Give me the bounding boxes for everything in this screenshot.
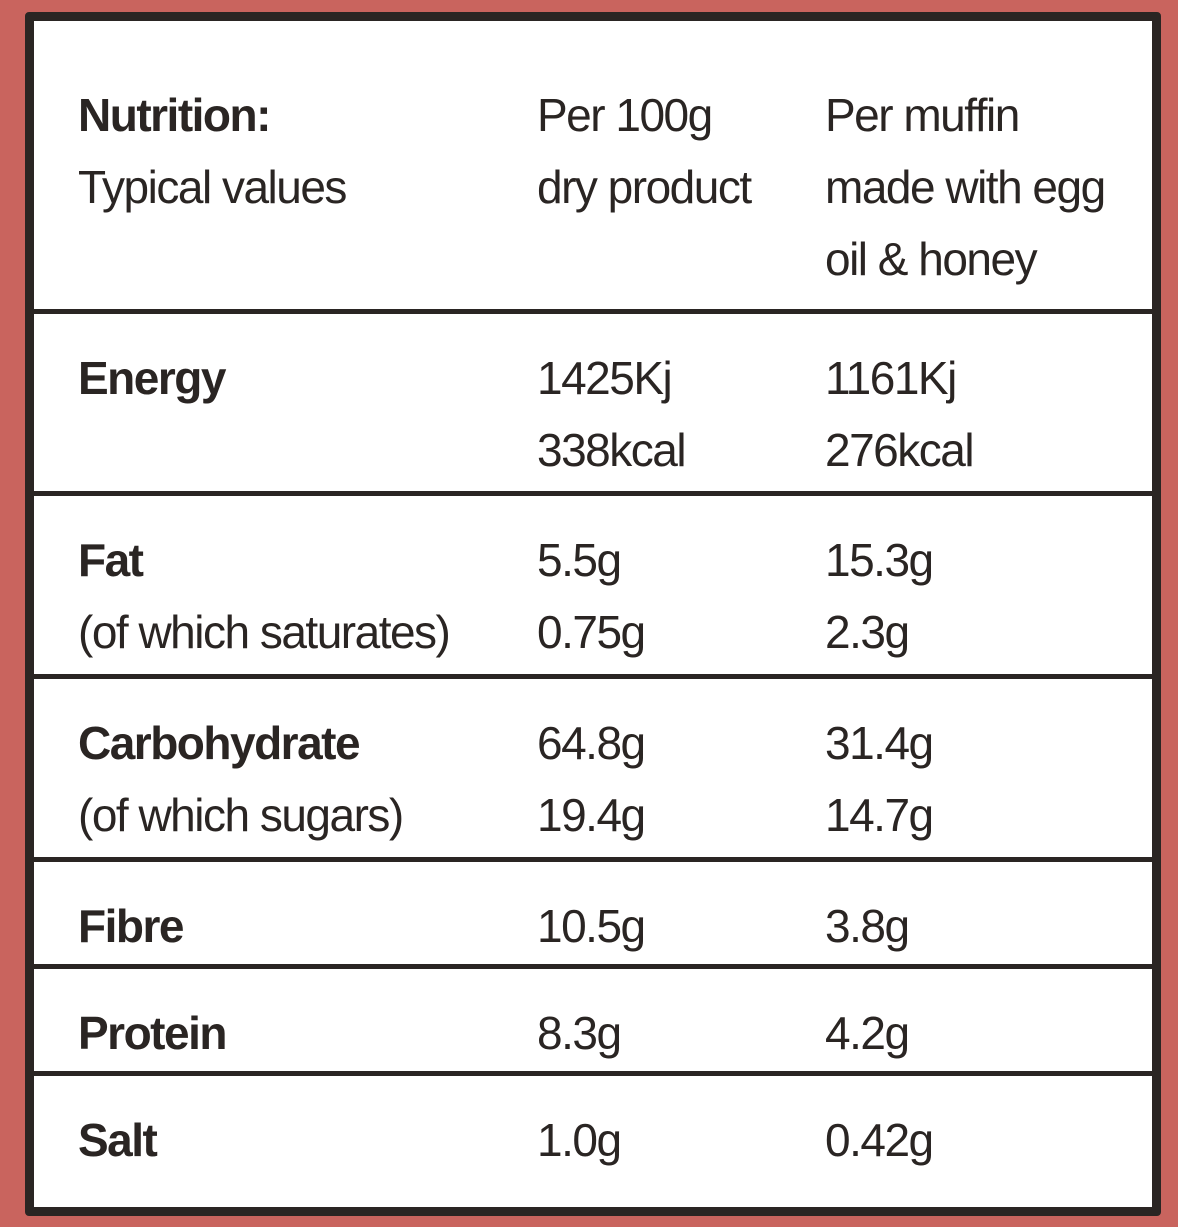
nutrient-sublabel: (of which sugars) bbox=[78, 789, 404, 841]
value: 0.42g bbox=[825, 1114, 934, 1166]
value-cell: 1.0g bbox=[537, 1104, 825, 1205]
value: 4.2g bbox=[825, 1007, 910, 1059]
value: 0.75g bbox=[537, 606, 646, 658]
nutrient-label: Energy bbox=[78, 352, 226, 404]
nutrient-label: Carbohydrate bbox=[78, 717, 361, 769]
value: 8.3g bbox=[537, 1007, 622, 1059]
nutrient-row: Protein 8.3g 4.2g bbox=[34, 969, 1152, 1076]
value: 19.4g bbox=[537, 789, 646, 841]
value: 2.3g bbox=[825, 606, 910, 658]
value: 1425Kj bbox=[537, 352, 673, 404]
column-header-line: Per muffin bbox=[825, 89, 1020, 141]
title: Nutrition: bbox=[78, 89, 271, 141]
value-cell: 1425Kj 338kcal bbox=[537, 342, 825, 491]
nutrient-label: Fibre bbox=[78, 900, 184, 952]
nutrient-row: Fibre 10.5g 3.8g bbox=[34, 862, 1152, 969]
nutrition-table: Nutrition: Typical values Per 100g dry prod… bbox=[25, 12, 1161, 1216]
value-cell: 8.3g bbox=[537, 997, 825, 1071]
subtitle: Typical values bbox=[78, 161, 347, 213]
value: 10.5g bbox=[537, 900, 646, 952]
value-cell: 10.5g bbox=[537, 890, 825, 964]
value-cell: 31.4g 14.7g bbox=[825, 707, 1152, 857]
value-cell: 5.5g 0.75g bbox=[537, 524, 825, 674]
label-cell: Carbohydrate (of which sugars) bbox=[78, 707, 537, 857]
value: 1161Kj bbox=[825, 352, 957, 404]
nutrient-sublabel: (of which saturates) bbox=[78, 606, 451, 658]
value: 5.5g bbox=[537, 534, 622, 586]
value-cell: 1161Kj 276kcal bbox=[825, 342, 1152, 491]
value-cell: 0.42g bbox=[825, 1104, 1152, 1205]
label-cell: Energy bbox=[78, 342, 537, 491]
column-header: Per 100g dry product bbox=[537, 79, 825, 309]
nutrient-row: Energy 1425Kj 338kcal 1161Kj 276kcal bbox=[34, 314, 1152, 496]
column-header-line: oil & honey bbox=[825, 233, 1038, 285]
header-cell: Nutrition: Typical values bbox=[78, 79, 537, 309]
value: 31.4g bbox=[825, 717, 934, 769]
value: 15.3g bbox=[825, 534, 934, 586]
value-cell: 4.2g bbox=[825, 997, 1152, 1071]
nutrient-row: Salt 1.0g 0.42g bbox=[34, 1076, 1152, 1205]
value-cell: 3.8g bbox=[825, 890, 1152, 964]
column-header-line: Per 100g bbox=[537, 89, 713, 141]
column-header-line: dry product bbox=[537, 161, 752, 213]
column-header-line: made with egg bbox=[825, 161, 1106, 213]
nutrient-row: Fat (of which saturates) 5.5g 0.75g 15.3g 2.3… bbox=[34, 496, 1152, 679]
nutrient-label: Fat bbox=[78, 534, 144, 586]
header-row: Nutrition: Typical values Per 100g dry prod… bbox=[34, 21, 1152, 314]
label-cell: Salt bbox=[78, 1104, 537, 1205]
value: 338kcal bbox=[537, 424, 687, 476]
column-header: Per muffin made with egg oil & honey bbox=[825, 79, 1152, 309]
value-cell: 15.3g 2.3g bbox=[825, 524, 1152, 674]
value-cell: 64.8g 19.4g bbox=[537, 707, 825, 857]
label-cell: Protein bbox=[78, 997, 537, 1071]
value: 3.8g bbox=[825, 900, 910, 952]
value: 1.0g bbox=[537, 1114, 622, 1166]
nutrient-row: Carbohydrate (of which sugars) 64.8g 19.4g 3… bbox=[34, 679, 1152, 862]
value: 64.8g bbox=[537, 717, 646, 769]
value: 14.7g bbox=[825, 789, 934, 841]
value: 276kcal bbox=[825, 424, 975, 476]
label-cell: Fibre bbox=[78, 890, 537, 964]
nutrient-label: Protein bbox=[78, 1007, 227, 1059]
nutrient-label: Salt bbox=[78, 1114, 158, 1166]
label-cell: Fat (of which saturates) bbox=[78, 524, 537, 674]
